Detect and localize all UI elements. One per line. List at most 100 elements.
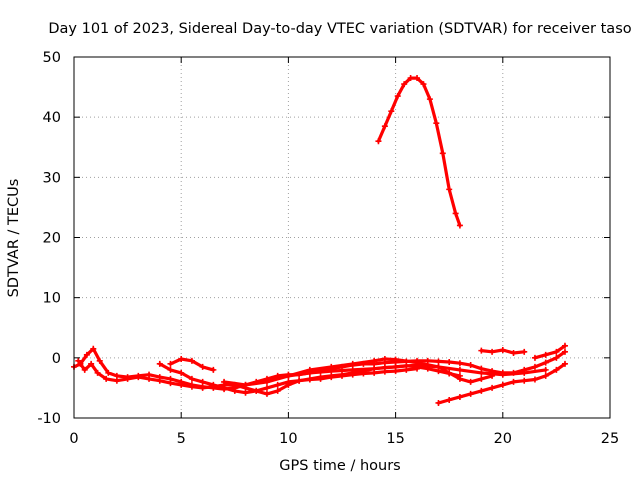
x-tick-label: 5 bbox=[177, 431, 186, 447]
x-tick-labels: 0 5 10 15 20 25 bbox=[69, 431, 619, 447]
data-point bbox=[478, 387, 485, 394]
data-point bbox=[349, 366, 356, 373]
data-point bbox=[285, 378, 292, 385]
data-point bbox=[317, 375, 324, 382]
data-point bbox=[446, 186, 453, 193]
data-point bbox=[306, 369, 313, 376]
data-point bbox=[553, 354, 560, 361]
data-point bbox=[375, 138, 382, 145]
data-point bbox=[124, 375, 131, 382]
data-point bbox=[403, 366, 410, 373]
data-point bbox=[542, 366, 549, 373]
data-point bbox=[456, 366, 463, 373]
data-point bbox=[446, 369, 453, 376]
data-point bbox=[456, 360, 463, 367]
data-point bbox=[426, 96, 433, 103]
data-point bbox=[392, 363, 399, 370]
data-point bbox=[467, 362, 474, 369]
data-point bbox=[135, 374, 142, 381]
x-tick-label: 20 bbox=[494, 431, 512, 447]
data-point bbox=[456, 222, 463, 229]
y-tick-label: 50 bbox=[43, 50, 61, 66]
data-point bbox=[521, 369, 528, 376]
data-point bbox=[392, 356, 399, 363]
data-point bbox=[188, 375, 195, 382]
data-point bbox=[414, 362, 421, 369]
data-point bbox=[446, 359, 453, 366]
data-point bbox=[306, 376, 313, 383]
data-point bbox=[489, 384, 496, 391]
data-point bbox=[401, 81, 408, 88]
data-point bbox=[542, 372, 549, 379]
data-point bbox=[561, 348, 568, 355]
data-point bbox=[156, 360, 163, 367]
data-point bbox=[456, 393, 463, 400]
data-point bbox=[456, 375, 463, 382]
data-point bbox=[188, 383, 195, 390]
y-tick-labels: -10 0 10 20 30 40 50 bbox=[37, 50, 61, 427]
data-point bbox=[274, 387, 281, 394]
data-point bbox=[381, 123, 388, 130]
data-point bbox=[435, 399, 442, 406]
data-point bbox=[339, 372, 345, 379]
data-point bbox=[467, 378, 474, 385]
x-tick-label: 0 bbox=[69, 431, 78, 447]
series-line-track-i bbox=[533, 344, 567, 360]
data-point bbox=[510, 378, 517, 385]
data-point bbox=[435, 363, 442, 370]
data-point bbox=[499, 381, 506, 388]
data-point bbox=[452, 210, 459, 217]
data-point bbox=[263, 378, 270, 385]
data-point bbox=[96, 357, 103, 364]
data-point bbox=[105, 369, 112, 376]
data-point bbox=[433, 120, 440, 127]
data-point bbox=[199, 363, 206, 370]
data-point bbox=[242, 389, 249, 396]
data-point bbox=[167, 366, 174, 373]
data-point bbox=[542, 351, 549, 358]
data-point bbox=[90, 345, 97, 352]
x-tick-label: 10 bbox=[279, 431, 297, 447]
data-point bbox=[146, 375, 153, 382]
data-point bbox=[167, 380, 174, 387]
data-point bbox=[521, 377, 528, 384]
data-series bbox=[71, 75, 568, 406]
data-point bbox=[156, 377, 163, 384]
data-point bbox=[420, 81, 427, 88]
y-tick-label: 10 bbox=[43, 291, 61, 307]
data-point bbox=[381, 368, 388, 375]
data-point bbox=[242, 381, 249, 388]
data-point bbox=[553, 348, 560, 355]
data-point bbox=[178, 381, 185, 388]
data-point bbox=[371, 365, 378, 372]
axis-ticks bbox=[73, 56, 611, 419]
series-line-arc-peak bbox=[376, 76, 462, 228]
y-tick-label: -10 bbox=[37, 411, 61, 427]
data-point bbox=[467, 390, 474, 397]
data-point bbox=[253, 387, 260, 394]
data-point bbox=[478, 347, 485, 354]
data-point bbox=[521, 348, 528, 355]
data-point bbox=[542, 359, 549, 366]
x-axis-label: GPS time / hours bbox=[279, 458, 400, 474]
data-point bbox=[94, 369, 101, 376]
data-point bbox=[394, 93, 401, 100]
data-point bbox=[231, 387, 238, 394]
data-point bbox=[381, 356, 388, 363]
y-tick-label: 20 bbox=[43, 231, 61, 247]
data-point bbox=[499, 371, 506, 378]
data-point bbox=[188, 357, 195, 364]
data-point bbox=[414, 75, 421, 82]
data-point bbox=[263, 384, 270, 391]
data-point bbox=[446, 396, 453, 403]
data-point bbox=[531, 376, 538, 383]
data-point bbox=[274, 381, 281, 388]
data-point bbox=[75, 357, 82, 364]
data-point bbox=[328, 374, 335, 381]
data-point bbox=[360, 370, 367, 377]
data-point bbox=[489, 348, 496, 355]
data-point bbox=[424, 357, 431, 364]
data-point bbox=[561, 360, 568, 367]
y-tick-label: 30 bbox=[43, 170, 61, 186]
